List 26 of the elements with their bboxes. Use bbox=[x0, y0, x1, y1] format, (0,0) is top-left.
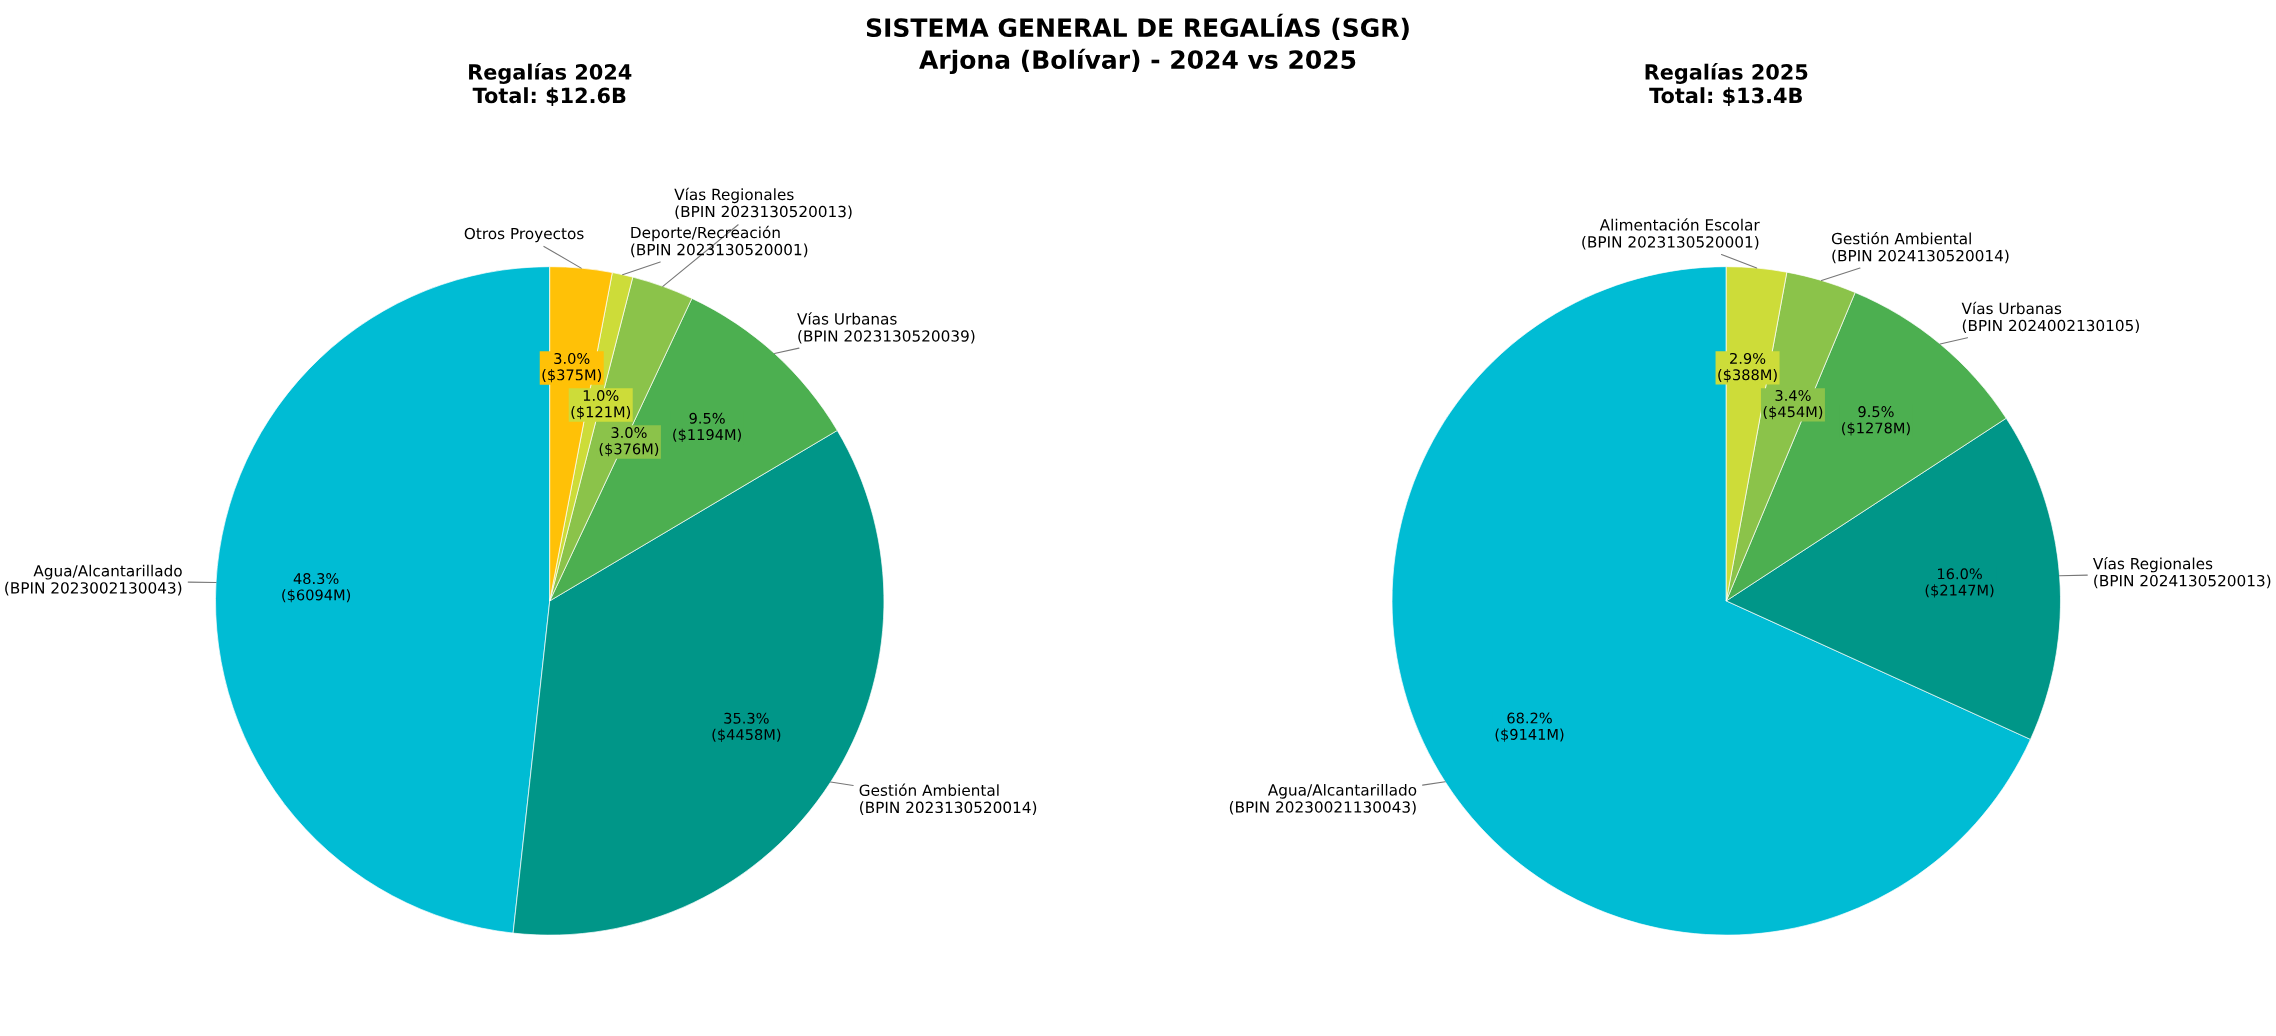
text: Arjona (Bolívar) - 2024 vs 2025 bbox=[919, 48, 1356, 75]
slice-label: Deporte/Recreación (BPIN 2023130520001) bbox=[631, 225, 808, 258]
data-label: 3.0% ($376M) bbox=[599, 427, 659, 457]
slice-label: Gestión Ambiental (BPIN 2024130520014) bbox=[1831, 231, 2009, 264]
data-label: 3.4% ($454M) bbox=[1763, 389, 1823, 420]
data-label: 35.3% ($4458M) bbox=[712, 712, 781, 743]
data-label: 16.0% ($2147M) bbox=[1925, 568, 1994, 598]
slice-label: Vías Urbanas (BPIN 2023130520039) bbox=[797, 312, 975, 344]
slice-label: Agua/Alcantarillado (BPIN 20230021130043) bbox=[1229, 783, 1417, 815]
text: SISTEMA GENERAL DE REGALÍAS (SGR) bbox=[866, 13, 1409, 41]
data-label: 1.0% ($121M) bbox=[571, 390, 631, 420]
data-label: 68.2% ($9141M) bbox=[1495, 712, 1564, 742]
slice-label: Alimentación Escolar (BPIN 2023130520001) bbox=[1582, 218, 1760, 250]
chart-title: Regalías 2024 Total: $12.6B bbox=[469, 62, 632, 107]
data-label: 9.5% ($1194M) bbox=[673, 412, 741, 443]
slice-label: Agua/Alcantarillado (BPIN 2023002130043) bbox=[5, 564, 182, 596]
chart-title: Regalías 2025 Total: $13.4B bbox=[1645, 62, 1808, 107]
slice-label: Otros Proyectos bbox=[464, 227, 584, 243]
slice-label: Vías Regionales (BPIN 2024130520013) bbox=[2092, 556, 2271, 589]
data-label: 2.9% ($388M) bbox=[1718, 352, 1777, 383]
slice-label: Vías Regionales (BPIN 2023130520013) bbox=[674, 187, 852, 220]
data-label: 3.0% ($375M) bbox=[542, 352, 602, 383]
slice-label: Vías Urbanas (BPIN 2024002130105) bbox=[1961, 301, 2139, 334]
slice-label: Gestión Ambiental (BPIN 2023130520014) bbox=[859, 783, 1037, 815]
data-label: 48.3% ($6094M) bbox=[282, 573, 351, 603]
data-label: 9.5% ($1278M) bbox=[1842, 406, 1910, 436]
